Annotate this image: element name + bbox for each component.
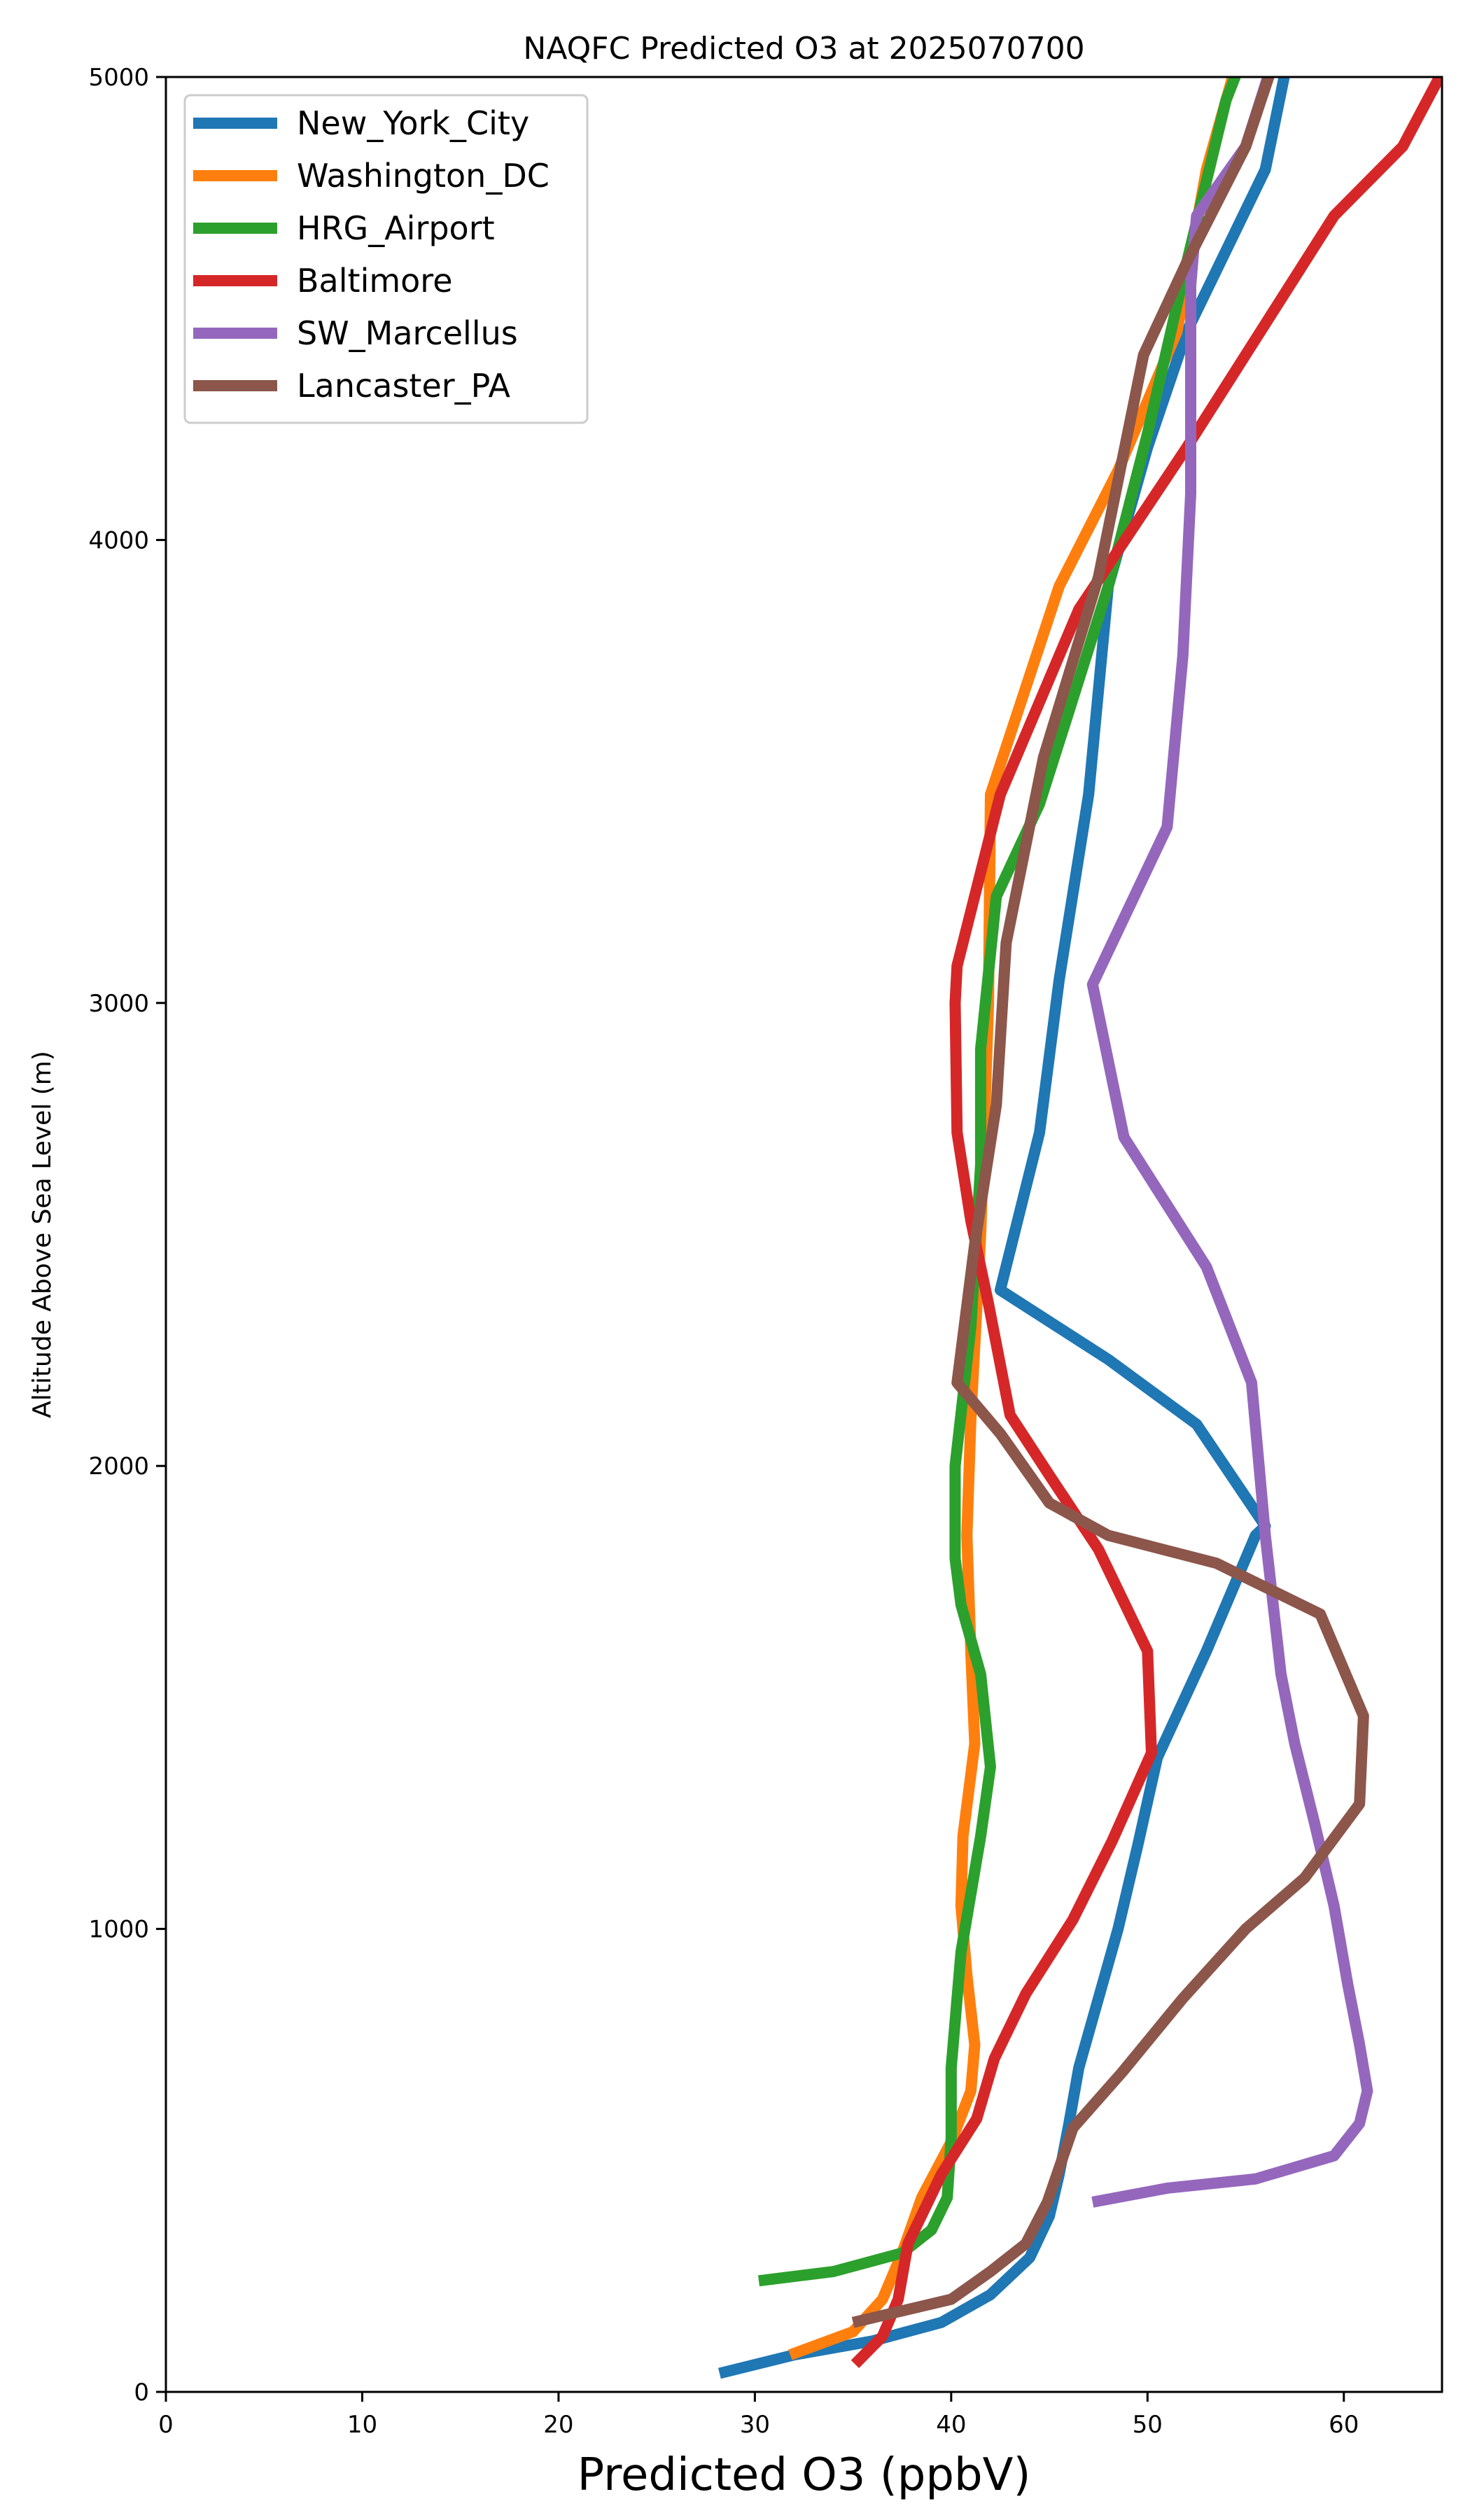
plot-frame bbox=[164, 76, 1443, 2393]
x-tick-label: 60 bbox=[1329, 2411, 1359, 2439]
series-sw-marcellus bbox=[1086, 77, 1373, 2208]
series-new-york-city bbox=[718, 77, 1290, 2379]
series-line bbox=[851, 77, 1369, 2328]
x-tick-label: 40 bbox=[936, 2411, 966, 2439]
series-line bbox=[1086, 77, 1373, 2208]
series-line bbox=[718, 77, 1290, 2379]
legend-label: Baltimore bbox=[297, 262, 453, 300]
y-tick-label: 4000 bbox=[88, 526, 149, 554]
y-axis-label: Altitude Above Sea Level (m) bbox=[28, 1051, 57, 1418]
x-tick-label: 10 bbox=[347, 2411, 377, 2439]
y-tick-label: 2000 bbox=[88, 1452, 149, 1480]
x-axis-label: Predicted O3 (ppbV) bbox=[578, 2449, 1031, 2501]
chart-title: NAQFC Predicted O3 at 2025070700 bbox=[523, 31, 1084, 66]
x-tick-label: 20 bbox=[543, 2411, 573, 2439]
series-baltimore bbox=[850, 77, 1442, 2368]
y-tick-label: 1000 bbox=[88, 1916, 149, 1944]
legend-label: Lancaster_PA bbox=[297, 367, 510, 405]
legend-label: New_York_City bbox=[297, 104, 529, 142]
legend-frame bbox=[183, 94, 589, 424]
y-tick-label: 3000 bbox=[88, 990, 149, 1018]
x-tick-label: 50 bbox=[1133, 2411, 1163, 2439]
series-lancaster-pa bbox=[851, 77, 1369, 2328]
x-tick-label: 0 bbox=[158, 2411, 174, 2439]
series-hrg-airport bbox=[758, 77, 1242, 2287]
series-line bbox=[850, 77, 1442, 2368]
x-tick-label: 30 bbox=[740, 2411, 770, 2439]
y-axis-ticks: 0 1000 2000 3000 4000 5000 bbox=[88, 64, 166, 2407]
legend-label: SW_Marcellus bbox=[297, 314, 518, 352]
legend: New_York_City Washington_DC HRG_Airport Bal… bbox=[183, 94, 589, 424]
series-layer bbox=[718, 77, 1442, 2379]
legend-label: HRG_Airport bbox=[297, 209, 495, 247]
y-tick-label: 0 bbox=[134, 2379, 149, 2407]
series-line bbox=[758, 77, 1242, 2287]
x-axis-ticks: 0 10 20 30 40 50 60 bbox=[158, 2392, 1359, 2439]
y-tick-label: 5000 bbox=[88, 64, 149, 92]
legend-label: Washington_DC bbox=[297, 157, 550, 195]
